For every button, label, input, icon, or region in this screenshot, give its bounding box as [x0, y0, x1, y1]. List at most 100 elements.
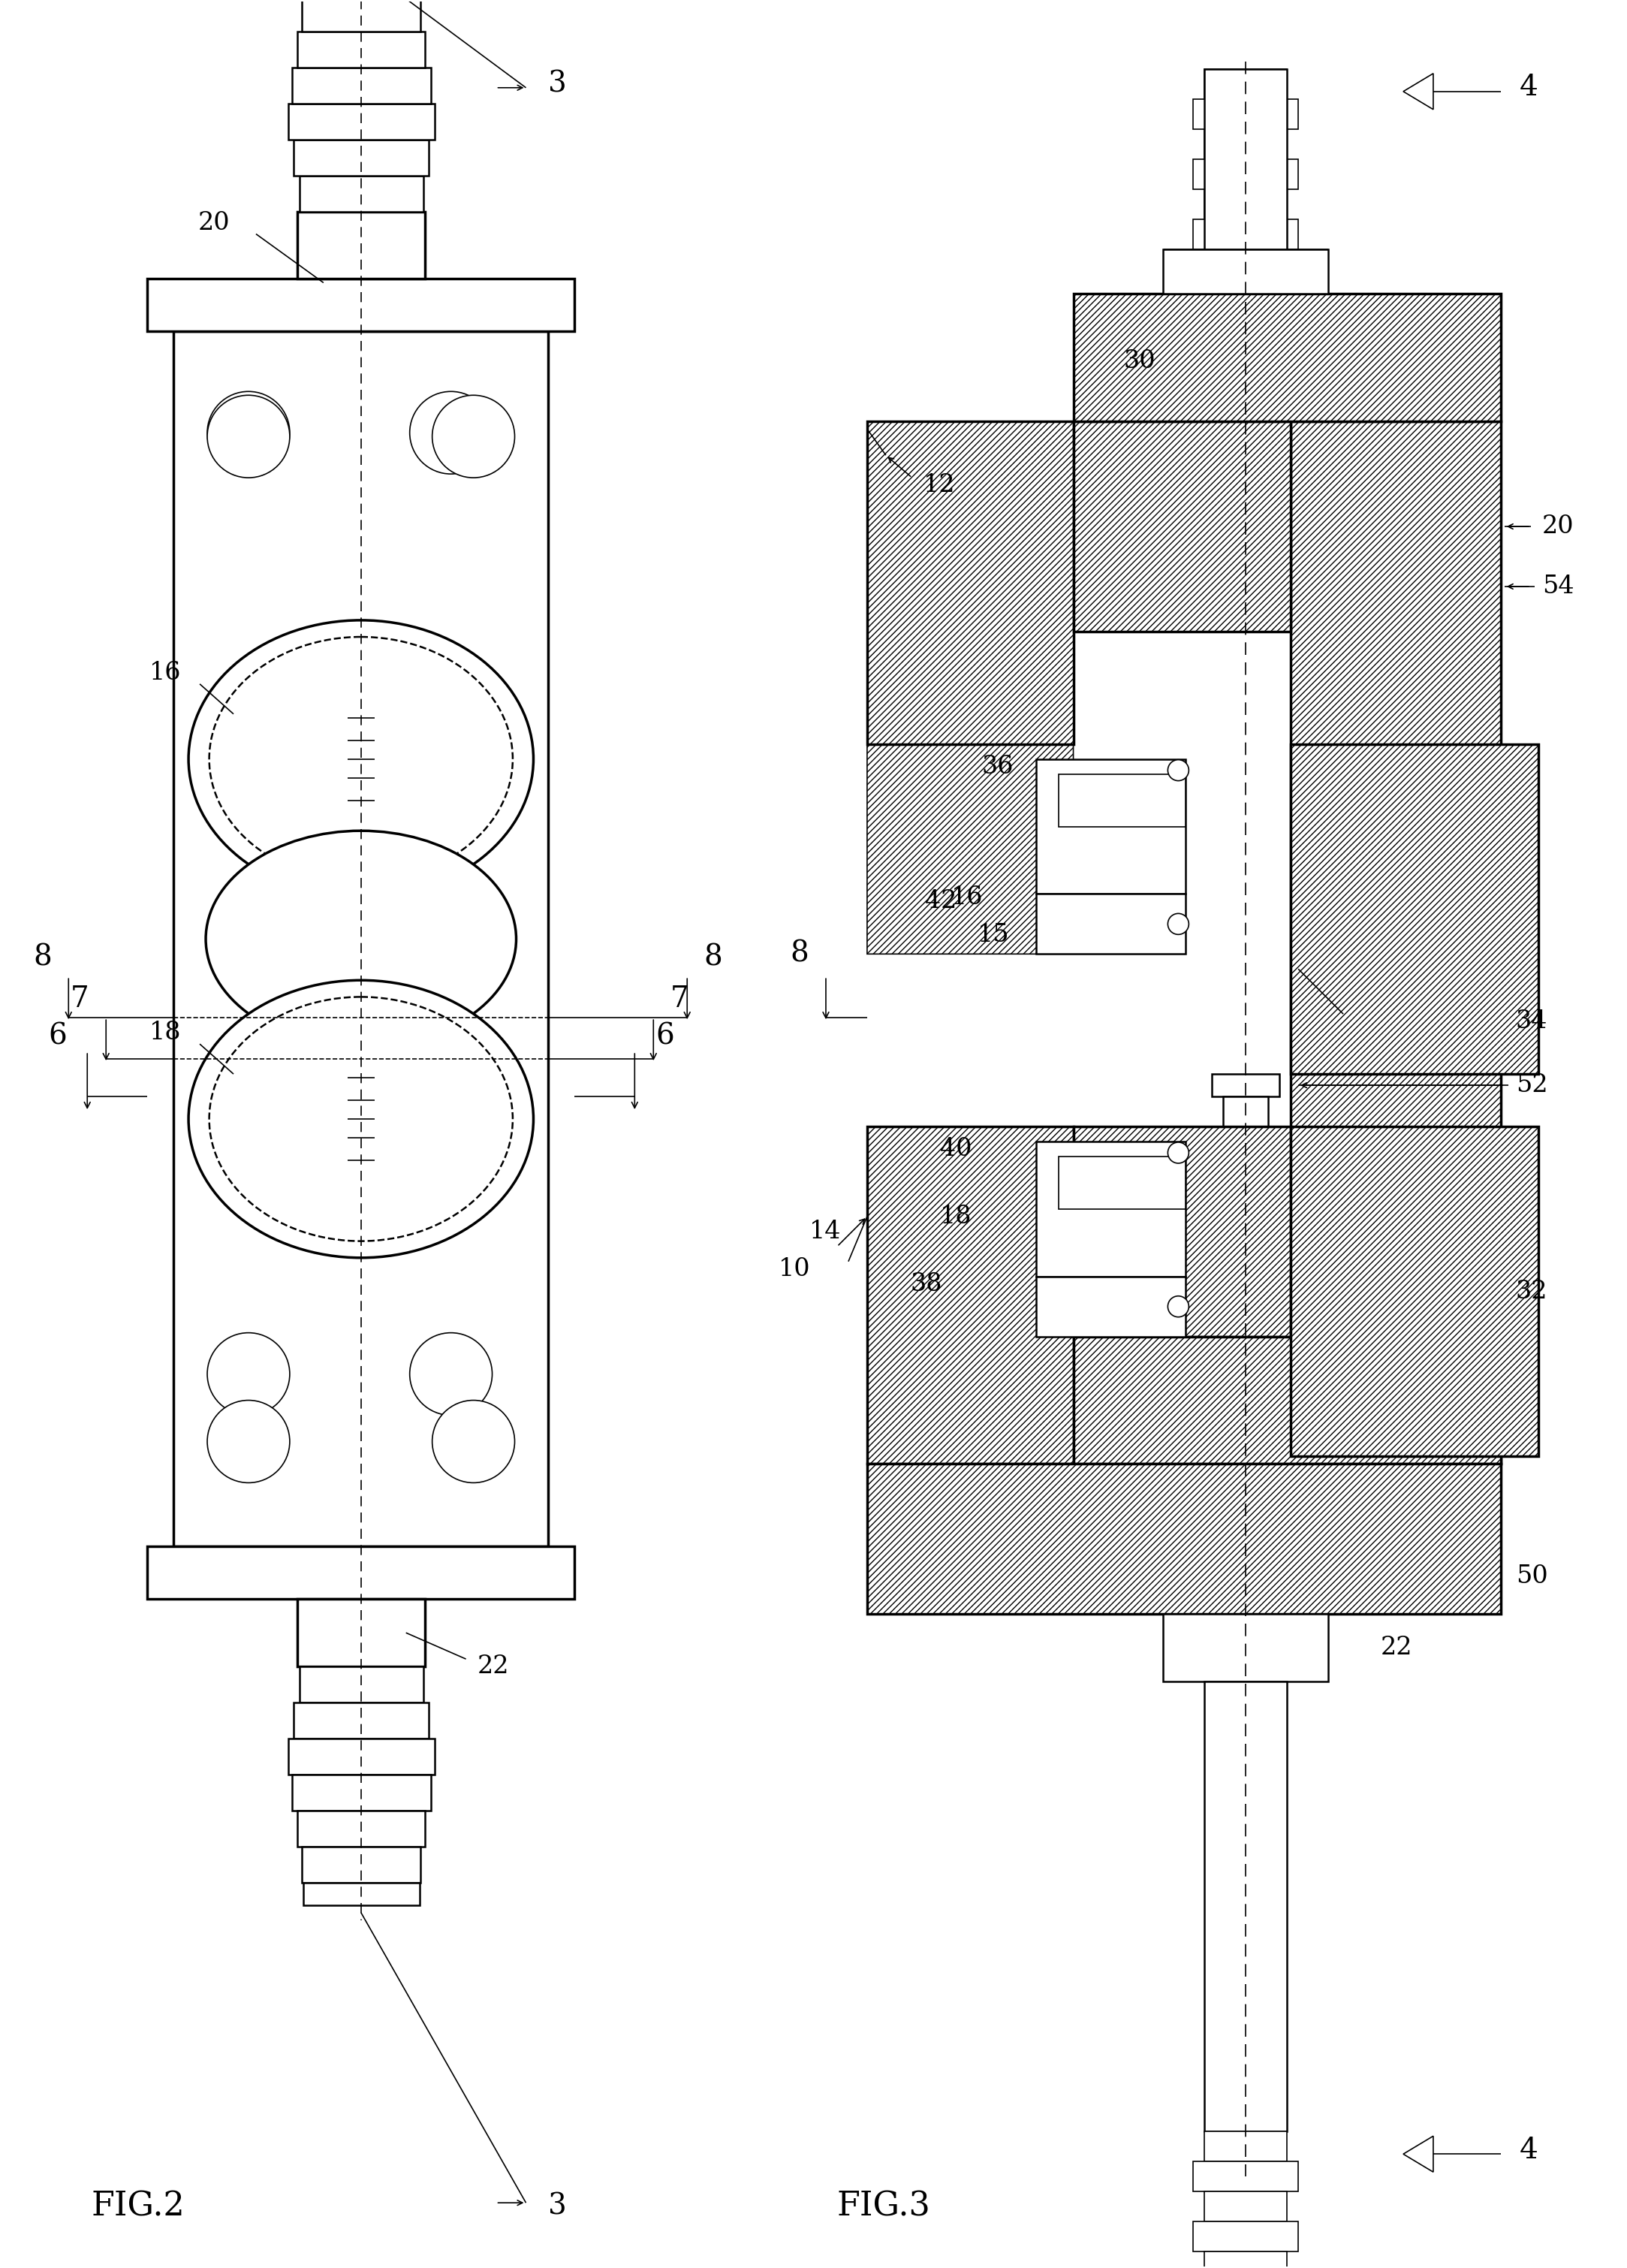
Text: 7: 7 [670, 984, 688, 1014]
Text: 8: 8 [704, 943, 722, 971]
Bar [1204, 188, 1287, 220]
Ellipse shape [433, 395, 514, 479]
Bar [867, 1127, 1074, 1465]
Bar [298, 1599, 425, 1667]
Text: 7: 7 [70, 984, 89, 1014]
Bar [298, 1810, 425, 1846]
Text: FIG.3: FIG.3 [838, 2191, 931, 2223]
Bar [867, 1465, 1500, 1615]
Bar [1036, 1141, 1186, 1277]
Bar [1204, 129, 1287, 159]
Text: 22: 22 [1381, 1635, 1412, 1660]
Bar [1224, 1095, 1269, 1127]
Text: 20: 20 [1542, 515, 1573, 538]
Ellipse shape [207, 395, 290, 479]
Text: 32: 32 [1516, 1279, 1547, 1304]
Bar [1193, 159, 1298, 188]
Text: 36: 36 [981, 755, 1014, 778]
Text: 22: 22 [477, 1653, 509, 1678]
Polygon shape [867, 1127, 1074, 1336]
Bar [291, 1774, 431, 1810]
Text: 18: 18 [940, 1204, 971, 1229]
Bar [288, 1740, 434, 1774]
Bar [1036, 1277, 1186, 1336]
Text: 14: 14 [809, 1220, 841, 1243]
Bar [1074, 295, 1500, 422]
Ellipse shape [207, 392, 290, 474]
Ellipse shape [410, 392, 493, 474]
Text: 38: 38 [909, 1272, 942, 1295]
Bar [1193, 100, 1298, 129]
Text: 8: 8 [33, 943, 52, 971]
Text: 42: 42 [926, 889, 957, 914]
Text: 18: 18 [150, 1021, 181, 1046]
Bar [303, 1882, 420, 1905]
Bar [174, 331, 548, 1547]
Text: 12: 12 [924, 474, 955, 497]
Bar [1193, 220, 1298, 249]
Polygon shape [1402, 2136, 1433, 2173]
Ellipse shape [1168, 1295, 1189, 1318]
Bar [148, 1547, 574, 1599]
Text: FIG.2: FIG.2 [91, 2191, 185, 2223]
Bar [1074, 1127, 1290, 1336]
Text: 4: 4 [1520, 75, 1538, 102]
Bar [1212, 1075, 1279, 1095]
Text: 40: 40 [940, 1136, 971, 1161]
Bar [1204, 68, 1287, 100]
Bar [1193, 2161, 1298, 2191]
Bar [1204, 2191, 1287, 2223]
Text: 3: 3 [548, 70, 568, 98]
Bar [148, 279, 574, 331]
Text: 3: 3 [548, 2193, 568, 2220]
Bar [301, 0, 420, 32]
Bar [293, 1703, 428, 1740]
Bar [1058, 1157, 1186, 1209]
Text: 52: 52 [1516, 1073, 1547, 1098]
Bar [1036, 894, 1186, 955]
Ellipse shape [433, 1399, 514, 1483]
Bar [1074, 1336, 1500, 1465]
Text: 8: 8 [791, 941, 809, 968]
Ellipse shape [205, 830, 516, 1048]
Ellipse shape [207, 1399, 290, 1483]
Ellipse shape [210, 998, 513, 1241]
Text: 50: 50 [1516, 1565, 1547, 1588]
Text: 54: 54 [1542, 574, 1573, 599]
Bar [1290, 1127, 1538, 1456]
Polygon shape [867, 744, 1074, 955]
Bar [299, 175, 423, 211]
Ellipse shape [1168, 914, 1189, 934]
Text: 20: 20 [198, 211, 229, 234]
Bar [1074, 422, 1290, 631]
Bar [1204, 2132, 1287, 2161]
Text: 10: 10 [779, 1256, 810, 1281]
Bar [1290, 744, 1538, 1075]
Text: 16: 16 [150, 660, 181, 685]
Text: 34: 34 [1516, 1009, 1547, 1034]
Ellipse shape [1168, 1143, 1189, 1163]
Text: 16: 16 [952, 887, 983, 909]
Ellipse shape [410, 1334, 493, 1415]
Bar [299, 1667, 423, 1703]
Text: 6: 6 [47, 1023, 67, 1050]
Bar [1163, 1615, 1328, 1681]
Bar [1163, 249, 1328, 295]
Polygon shape [1402, 73, 1433, 109]
Bar [298, 32, 425, 68]
Ellipse shape [189, 980, 534, 1259]
Text: 4: 4 [1520, 2136, 1538, 2164]
Bar [293, 138, 428, 175]
Bar [291, 68, 431, 104]
Ellipse shape [189, 619, 534, 898]
Bar [1204, 1681, 1287, 2132]
Text: 6: 6 [656, 1023, 674, 1050]
Bar [1193, 2223, 1298, 2252]
Text: 15: 15 [978, 923, 1010, 948]
Bar [1290, 422, 1500, 1465]
Bar [1204, 2252, 1287, 2268]
Ellipse shape [210, 637, 513, 880]
Bar [1204, 68, 1287, 249]
Bar [298, 211, 425, 279]
Bar [288, 104, 434, 138]
